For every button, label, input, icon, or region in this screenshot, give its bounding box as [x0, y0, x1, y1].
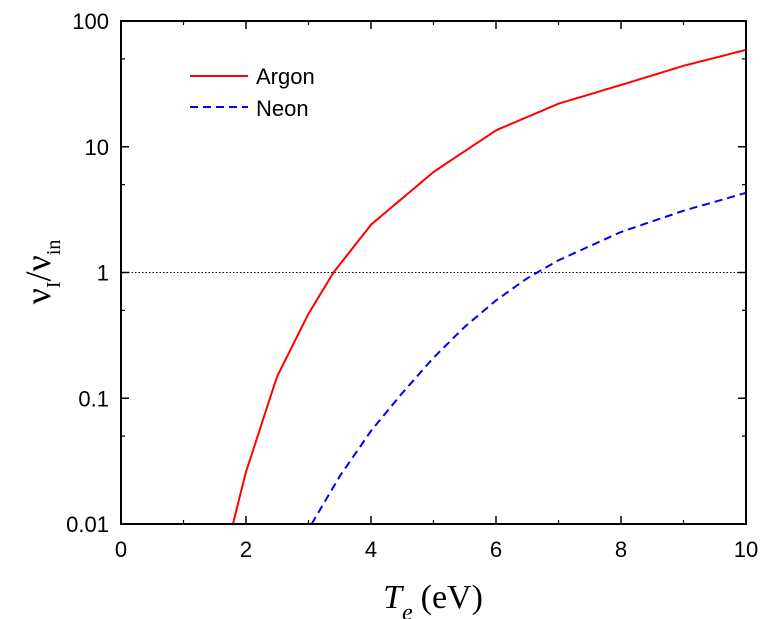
- y-tick-label: 1: [97, 261, 109, 286]
- legend-label-neon: Neon: [256, 96, 309, 121]
- x-tick-label: 2: [240, 537, 252, 562]
- legend: Argon Neon: [190, 64, 315, 121]
- y-tick-label: 10: [85, 135, 109, 160]
- plot-frame: [120, 20, 747, 525]
- tick-labels: 0 2 4 6 8 10 0.01 0.1 1 10 100: [66, 9, 758, 562]
- y-tick-label: 100: [72, 9, 109, 34]
- legend-label-argon: Argon: [256, 64, 315, 89]
- x-axis-unit: (eV): [421, 579, 483, 616]
- x-axis-subscript: e: [402, 600, 413, 619]
- x-axis-symbol: T: [383, 579, 404, 616]
- x-axis-title: Te (eV): [383, 579, 483, 619]
- y-tick-label: 0.1: [78, 386, 109, 411]
- y-tick-label: 0.01: [66, 512, 109, 537]
- y-axis-title: νI/νin: [18, 240, 65, 305]
- x-tick-label: 6: [490, 537, 502, 562]
- plot-lines: [121, 48, 747, 525]
- x-tick-label: 8: [615, 537, 627, 562]
- x-tick-label: 10: [734, 537, 758, 562]
- y-axis-numerator: ν: [18, 288, 58, 304]
- series-line-neon: [310, 191, 747, 525]
- y-axis-numerator-sub: I: [43, 281, 65, 288]
- y-axis-slash: /: [18, 271, 58, 281]
- x-tick-label: 0: [115, 537, 127, 562]
- y-axis-denominator: ν: [18, 255, 58, 271]
- x-tick-label: 4: [365, 537, 377, 562]
- y-axis-denominator-sub: in: [43, 240, 65, 256]
- series-line-argon: [231, 48, 747, 525]
